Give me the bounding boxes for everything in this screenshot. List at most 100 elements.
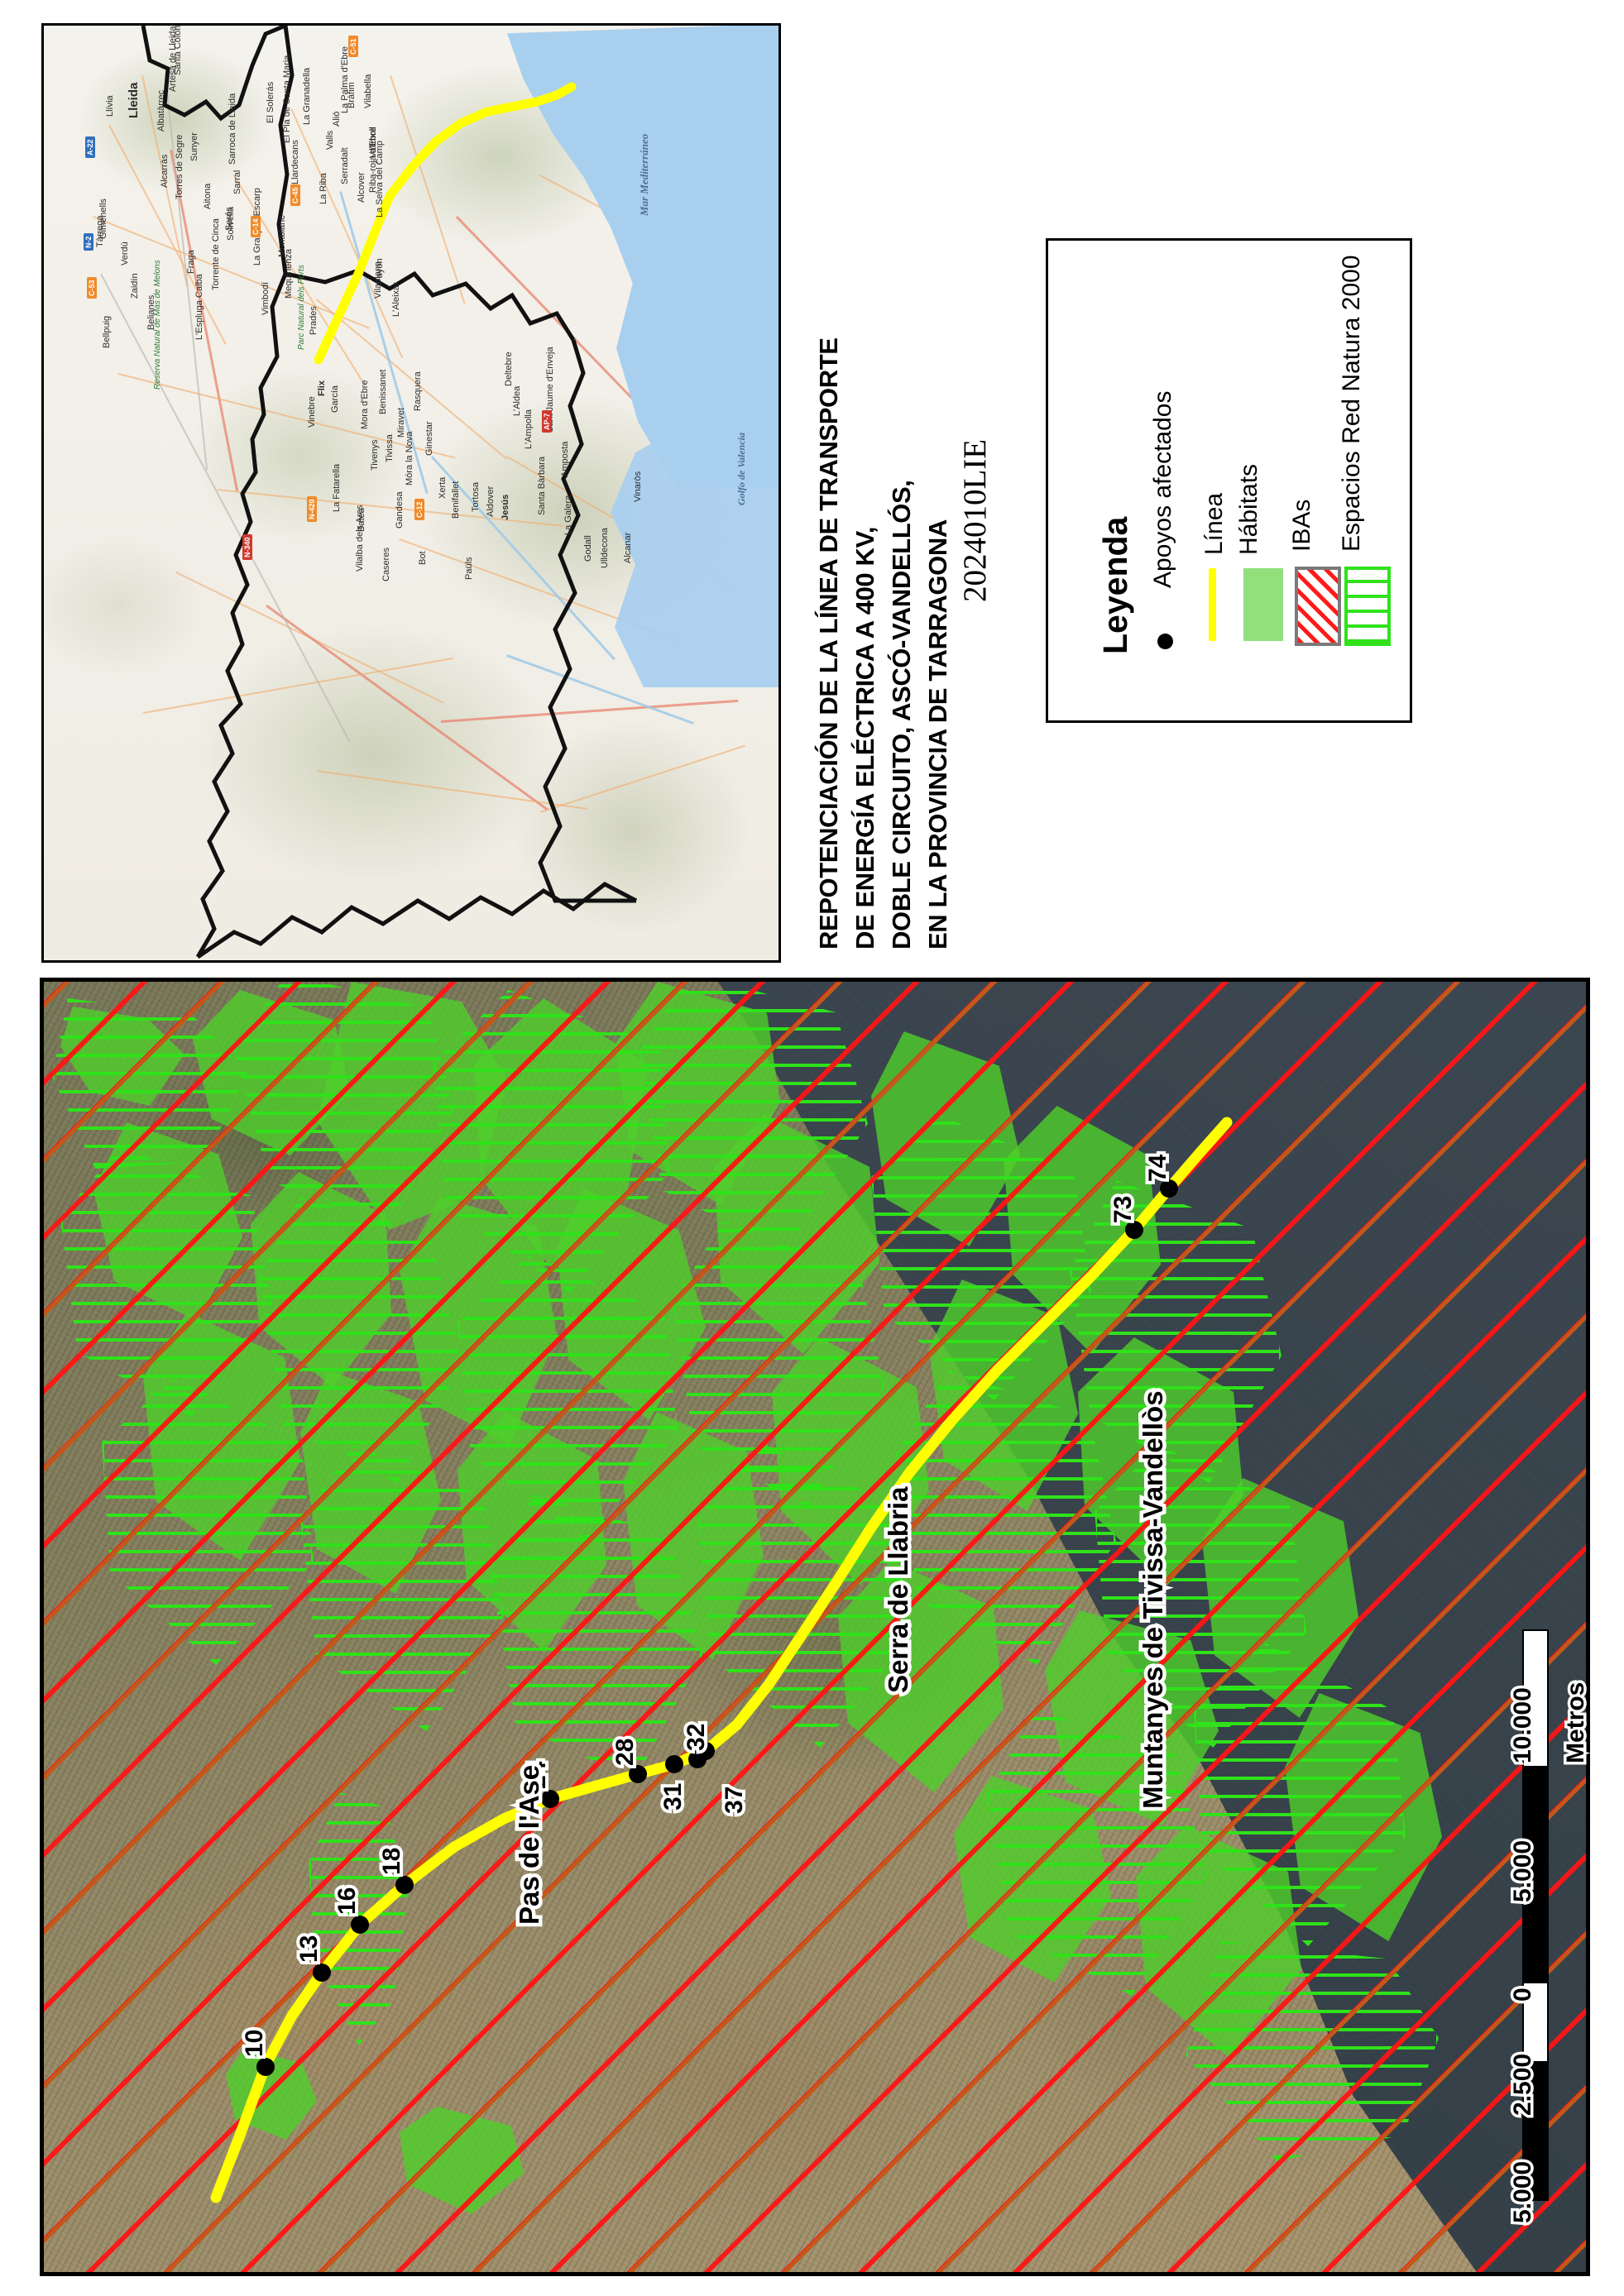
road-shield-n2: N-2 xyxy=(84,233,93,251)
tower-label-32: 32 xyxy=(679,1720,713,1754)
inset-label-amposta: Santa Bàrbara xyxy=(537,457,547,515)
tower-point-31 xyxy=(665,1755,683,1773)
page-title-line-2: DE ENERGÍA ELÉCTRICA A 400 KV, xyxy=(850,526,879,949)
tower-label-74: 74 xyxy=(1141,1151,1175,1185)
scalebar-segment-5000-end xyxy=(1522,2061,1549,2201)
inset-label-llivia: Llívia xyxy=(105,95,115,117)
inset-label-tortosa: Jesús xyxy=(501,494,510,520)
legend-label-ibas: IBAs xyxy=(1288,499,1315,552)
road-shield-c51: C-51 xyxy=(348,36,358,57)
tower-label-31: 31 xyxy=(656,1780,690,1814)
tower-point-73 xyxy=(1125,1221,1143,1239)
scalebar-segment-10000-5000 xyxy=(1522,1629,1549,1769)
page-title-line-1: REPOTENCIACIÓN DE LA LÍNEA DE TRANSPORTE xyxy=(814,337,843,949)
inset-label-espluga-calba: L'Espluga Calba xyxy=(194,274,204,340)
inset-label-godall: Ulldecona xyxy=(600,528,610,568)
legend-label-red-natura: Espacios Red Natura 2000 xyxy=(1338,255,1365,552)
inset-label-mora-nova: Tivenys xyxy=(370,439,380,471)
yellow-line-icon xyxy=(1209,568,1216,641)
golfo-de-valencia-inset xyxy=(611,414,778,687)
road-shield-ap7: AP-7 xyxy=(542,410,552,433)
tower-label-10: 10 xyxy=(237,2026,271,2060)
scalebar-tick-5000-top: 5.000 xyxy=(1507,1837,1540,1905)
inset-label-aleixar: L'Aleixar xyxy=(391,282,401,317)
tower-point-28 xyxy=(629,1765,647,1783)
tower-label-37: 37 xyxy=(717,1783,751,1817)
inset-label-fatarella: La Fatarella xyxy=(332,463,342,512)
inset-label-gandesa: Gandesa xyxy=(395,491,405,529)
place-label-serra-de-llabria: Serra de Llabria xyxy=(879,1483,917,1696)
tower-point-18 xyxy=(395,1876,414,1894)
inset-label-torrente-cinca: Torrente de Cinca xyxy=(211,218,221,290)
inset-label-solivella: Solivella xyxy=(226,207,236,241)
inset-label-asco: Flix xyxy=(317,380,327,396)
transmission-line[interactable] xyxy=(44,982,1586,2272)
transmission-line-inset xyxy=(314,82,577,365)
scalebar-segment-5000-0 xyxy=(1522,1766,1549,1906)
inset-label-jesus: Aldover xyxy=(486,486,496,517)
inset-label-alcarras: Alcarràs xyxy=(160,154,170,188)
scalebar-segment-2500-5000 xyxy=(1522,1982,1549,2064)
scalebar-segment-0-2500 xyxy=(1522,1902,1549,1985)
scalebar-units-label: Metros xyxy=(1559,1679,1593,1766)
main-map[interactable]: 10 13 16 18 24 28 31 32 37 73 74 Pas de … xyxy=(40,978,1590,2276)
inset-label-sant-jaume: Amposta xyxy=(560,441,570,477)
inset-label-llardecans: Llardecans xyxy=(290,140,300,184)
inset-label-bot: Bot xyxy=(418,551,428,565)
scalebar-tick-2500: 2.500 xyxy=(1507,2050,1540,2118)
road-shield-c53: C-53 xyxy=(87,277,97,299)
inset-label-vilaplana: Vilaplana xyxy=(373,261,383,299)
red-hatch-icon xyxy=(1295,567,1341,646)
road-shield-n340: N-340 xyxy=(242,534,252,560)
tower-point-10 xyxy=(256,2058,275,2076)
road-shield-c14: C-14 xyxy=(251,216,261,237)
tower-point-13 xyxy=(313,1964,331,1982)
page-title-line-4: EN LA PROVINCIA DE TARRAGONA xyxy=(923,519,952,949)
reference-code: 2024010LIE xyxy=(957,438,993,602)
inset-label-soleras: El Solerás xyxy=(266,81,275,123)
inset-label-valls: Valls xyxy=(325,130,335,150)
inset-label-rnp-titllar: Parc Natural dels Ports xyxy=(297,265,306,350)
province-boundary-inset xyxy=(141,26,638,959)
inset-label-torres-segre: Torres de Segre xyxy=(175,134,184,199)
inset-label-vimbodi: Vimbodí xyxy=(261,281,271,315)
inset-label-vilalba-arcs: Vilalba dels Arcs xyxy=(355,505,365,572)
inset-label-lariba: La Riba xyxy=(319,173,328,204)
inset-label-montblanc: Montblanc xyxy=(277,215,287,257)
tower-point-37 xyxy=(697,1742,715,1760)
tower-label-13: 13 xyxy=(292,1932,326,1966)
inset-label-verdu: Verdú xyxy=(120,242,130,265)
tower-point-24 xyxy=(541,1790,559,1808)
tower-label-18: 18 xyxy=(375,1844,409,1878)
place-label-pas-de-lase: Pas de l'Ase xyxy=(510,1761,549,1928)
legend-panel[interactable]: Leyenda Apoyos afectados Línea Hábitats … xyxy=(1046,238,1412,723)
inset-label-zaidin: Zaidín xyxy=(130,273,140,299)
inset-label-rasquera: Ginestar xyxy=(424,421,434,456)
inset-locator-map[interactable]: Mar Mediterráneo Golfo de Valencia Lleid… xyxy=(41,23,781,963)
legend-heading: Leyenda xyxy=(1096,516,1134,654)
inset-label-parc-ports: Reserva Natural de Mas de Melons xyxy=(153,260,162,390)
tower-label-28: 28 xyxy=(608,1735,642,1769)
inset-label-vinebre: García xyxy=(330,385,340,413)
inset-label-sarroca: Sarroca de Lleida xyxy=(228,93,237,165)
inset-label-camarles: L'Aldea xyxy=(512,385,522,416)
inset-label-ulldecona: Alcanar xyxy=(623,532,633,563)
place-label-muntanyes-tivissa-vandellos: Muntanyes de Tivissa-Vandellòs xyxy=(1134,1387,1172,1813)
inset-label-granadella: La Granadella xyxy=(302,67,312,125)
scalebar-tick-10000: 10.000 xyxy=(1507,1685,1540,1767)
tower-point-74 xyxy=(1160,1179,1178,1198)
lime-lines-icon xyxy=(1344,567,1391,646)
road-shield-c45: C-45 xyxy=(290,184,300,206)
inset-label-lampolla: Deltebre xyxy=(504,352,514,386)
inset-label-lagalera: Godall xyxy=(583,535,593,562)
inset-label-mora-ebre: Benissanet xyxy=(378,369,388,414)
legend-label-linea: Línea xyxy=(1200,492,1228,555)
title-block: REPOTENCIACIÓN DE LA LÍNEA DE TRANSPORTE… xyxy=(776,23,993,958)
inset-label-fraga: Fraga xyxy=(186,250,196,274)
inset-label-pauls: Paüls xyxy=(464,557,474,580)
scalebar-tick-5000-bottom: 5.000 xyxy=(1507,2158,1540,2226)
inset-label-laldea: L'Ampolla xyxy=(524,409,534,449)
inset-label-caseres: Caseres xyxy=(381,548,391,581)
inset-label-alcover: Alcover xyxy=(357,172,366,203)
inset-label-benifallet: Xerta xyxy=(438,476,448,499)
